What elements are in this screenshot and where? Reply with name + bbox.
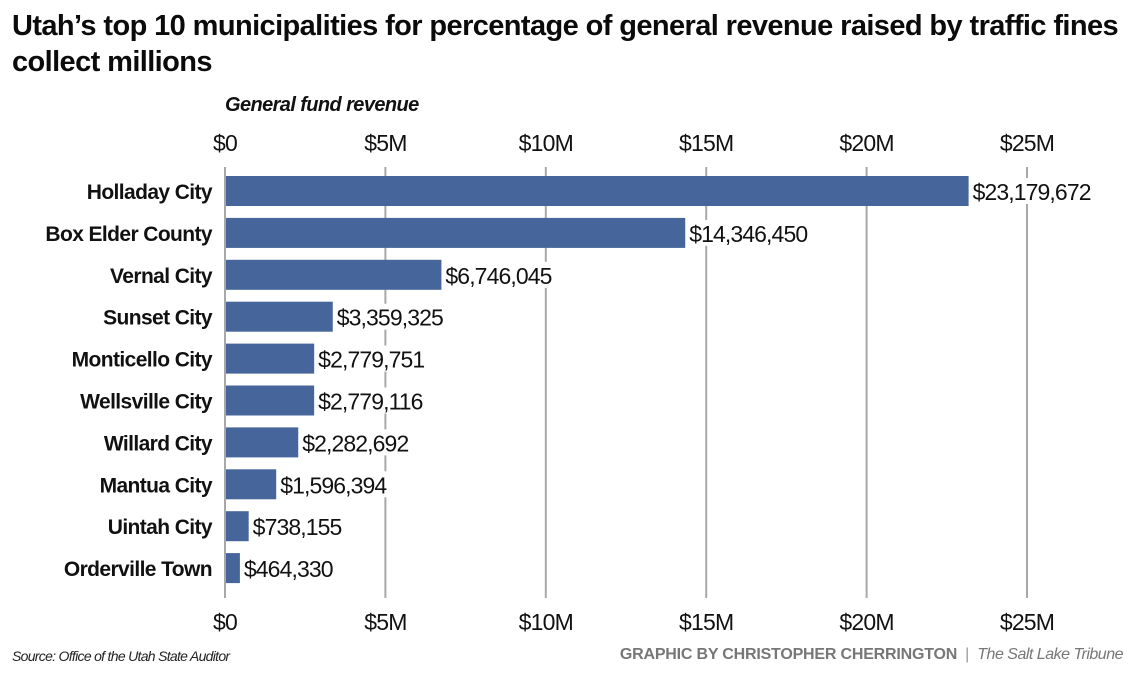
category-label: Uintah City bbox=[108, 516, 213, 539]
x-axis-top: $0 $5M $10M $15M $20M $25M bbox=[213, 130, 1055, 156]
category-label: Mantua City bbox=[100, 474, 213, 497]
value-label-background bbox=[317, 387, 434, 414]
value-label: $738,155 bbox=[253, 514, 342, 540]
value-label-background bbox=[301, 429, 418, 456]
value-label: $23,179,672 bbox=[973, 179, 1091, 205]
value-label-background bbox=[242, 555, 337, 582]
category-label: Orderville Town bbox=[64, 558, 212, 581]
bar bbox=[226, 301, 333, 332]
value-label-background bbox=[444, 261, 561, 288]
bar bbox=[226, 385, 315, 416]
bar bbox=[226, 469, 277, 500]
x-tick-label-top: $10M bbox=[519, 130, 573, 156]
bar bbox=[226, 176, 969, 206]
category-label: Vernal City bbox=[110, 265, 213, 288]
source-note: Source: Office of the Utah State Auditor bbox=[12, 648, 230, 664]
x-tick-label-top: $5M bbox=[364, 130, 406, 156]
graphic-credit: GRAPHIC BY CHRISTOPHER CHERRINGTON bbox=[619, 646, 958, 663]
value-label: $2,282,692 bbox=[302, 430, 408, 456]
bar bbox=[226, 343, 315, 374]
bar bbox=[226, 553, 240, 584]
value-label-background bbox=[688, 219, 816, 246]
credit-line: GRAPHIC BY CHRISTOPHER CHERRINGTON | The S… bbox=[619, 646, 1124, 664]
publication-name: The Salt Lake Tribune bbox=[977, 646, 1123, 663]
credit-separator: | bbox=[965, 646, 970, 663]
x-tick-label-bottom: $25M bbox=[1000, 609, 1054, 635]
category-label: Box Elder County bbox=[45, 223, 213, 246]
axis-title: General fund revenue bbox=[225, 94, 419, 116]
value-label-background bbox=[971, 178, 1099, 204]
value-labels: $23,179,672 $14,346,450 $6,746,045$3,359,3… bbox=[242, 178, 1099, 582]
x-tick-label-top: $0 bbox=[213, 130, 237, 156]
x-tick-label-top: $25M bbox=[1000, 130, 1054, 156]
value-label: $3,359,325 bbox=[337, 305, 443, 331]
value-label: $464,330 bbox=[244, 556, 333, 582]
value-label: $2,779,751 bbox=[318, 347, 424, 373]
category-labels: Holladay City Box Elder County Vernal City… bbox=[45, 181, 213, 581]
value-label: $1,596,394 bbox=[280, 472, 387, 498]
x-tick-label-bottom: $15M bbox=[679, 609, 733, 635]
x-tick-label-top: $15M bbox=[679, 130, 733, 156]
x-tick-label-bottom: $10M bbox=[519, 609, 573, 635]
x-tick-label-bottom: $0 bbox=[213, 609, 237, 635]
bar bbox=[226, 217, 686, 248]
bar bbox=[226, 259, 442, 290]
value-label-background bbox=[279, 471, 396, 498]
value-label-background bbox=[251, 513, 346, 540]
x-axis-bottom: $0 $5M $10M $15M $20M $25M bbox=[213, 609, 1055, 635]
category-label: Holladay City bbox=[87, 181, 213, 204]
bars bbox=[226, 176, 969, 584]
category-label: Sunset City bbox=[103, 307, 213, 330]
x-tick-label-bottom: $5M bbox=[364, 609, 406, 635]
category-label: Monticello City bbox=[72, 349, 213, 372]
value-label-background bbox=[335, 303, 452, 330]
value-label: $6,746,045 bbox=[445, 263, 551, 289]
bar bbox=[226, 427, 299, 458]
bar bbox=[226, 511, 249, 542]
value-label: $14,346,450 bbox=[689, 221, 807, 247]
value-label-background bbox=[317, 345, 434, 372]
chart-title: Utah’s top 10 municipalities for percent… bbox=[12, 10, 1119, 78]
category-label: Willard City bbox=[104, 432, 213, 455]
category-label: Wellsville City bbox=[80, 391, 213, 414]
value-label: $2,779,116 bbox=[318, 389, 423, 415]
x-tick-label-top: $20M bbox=[839, 130, 893, 156]
x-tick-label-bottom: $20M bbox=[839, 609, 893, 635]
